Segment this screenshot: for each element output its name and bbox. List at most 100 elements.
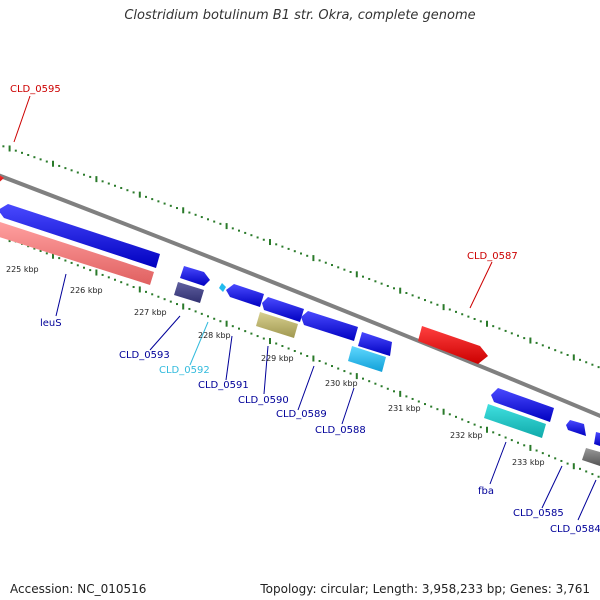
gene-cld-0587[interactable] bbox=[418, 326, 488, 364]
tick-226: 226 kbp bbox=[70, 286, 103, 295]
gc-dot bbox=[312, 255, 315, 262]
gene-cld-0590[interactable] bbox=[256, 312, 298, 338]
gc-dot bbox=[45, 252, 48, 255]
gc-dot bbox=[504, 436, 507, 439]
gc-dot bbox=[238, 229, 240, 232]
gc-dot bbox=[76, 171, 79, 174]
gc-dot bbox=[8, 145, 11, 152]
topology-text: Topology: circular; Length: 3,958,233 bp… bbox=[260, 582, 590, 596]
gc-dot bbox=[176, 303, 178, 306]
tick-233: 233 kbp bbox=[512, 458, 545, 467]
gc-dot bbox=[572, 354, 575, 361]
gc-dot bbox=[275, 243, 278, 246]
gc-dot bbox=[262, 337, 265, 340]
gc-dot bbox=[225, 223, 228, 230]
gene-cld-0593[interactable] bbox=[174, 282, 204, 303]
gc-dot bbox=[120, 186, 123, 189]
gc-dot bbox=[14, 149, 17, 152]
label-cld-0585[interactable]: CLD_0585 bbox=[513, 508, 564, 519]
gc-dot bbox=[163, 202, 166, 205]
gc-dot bbox=[355, 373, 358, 380]
gc-dot bbox=[510, 439, 513, 442]
gc-dot bbox=[269, 338, 271, 345]
gc-dot bbox=[405, 292, 408, 295]
gene-cld-0588[interactable] bbox=[348, 346, 386, 372]
gc-dot bbox=[430, 405, 433, 408]
gc-dot bbox=[529, 337, 532, 344]
gc-dot bbox=[498, 433, 501, 436]
gc-track bbox=[2, 145, 600, 478]
label-cld-0592[interactable]: CLD_0592 bbox=[159, 365, 210, 376]
gc-dot bbox=[343, 370, 346, 373]
gc-dot bbox=[231, 325, 234, 328]
gc-dot bbox=[411, 397, 414, 400]
gc-dot bbox=[548, 454, 550, 457]
gc-dot bbox=[417, 296, 420, 299]
gene-cld-0592[interactable] bbox=[219, 283, 226, 292]
gc-dot bbox=[58, 164, 61, 167]
gc-dot bbox=[380, 282, 383, 285]
gc-dot bbox=[256, 335, 259, 338]
gc-dot bbox=[597, 475, 600, 478]
gc-dot bbox=[442, 408, 445, 415]
gc-dot bbox=[523, 337, 526, 340]
gc-dot bbox=[355, 271, 358, 278]
label-cld-0589[interactable]: CLD_0589 bbox=[276, 409, 327, 420]
gene-fba[interactable] bbox=[484, 404, 546, 438]
label-cld-0584[interactable]: CLD_0584 bbox=[550, 524, 600, 535]
gc-dot bbox=[256, 236, 259, 239]
gc-dot bbox=[89, 175, 92, 178]
gc-dot bbox=[473, 317, 476, 320]
label-leus[interactable]: leuS bbox=[40, 318, 62, 329]
gene-cld-0584b[interactable] bbox=[594, 432, 600, 446]
gene-cld-0584[interactable] bbox=[582, 448, 600, 466]
gc-dot bbox=[244, 231, 247, 234]
gc-dot bbox=[213, 220, 216, 223]
gc-dot bbox=[579, 358, 581, 361]
gene-cld-0594[interactable] bbox=[180, 266, 210, 286]
accession-text: Accession: NC_010516 bbox=[10, 582, 147, 596]
label-cld-0593[interactable]: CLD_0593 bbox=[119, 350, 170, 361]
gene-cld-0591b[interactable] bbox=[262, 297, 304, 322]
gc-dot bbox=[591, 473, 594, 476]
gc-dot bbox=[535, 449, 538, 452]
gc-dot bbox=[52, 160, 54, 167]
gc-dot bbox=[33, 156, 36, 159]
gc-dot bbox=[132, 191, 135, 194]
label-cld-0587[interactable]: CLD_0587 bbox=[467, 251, 518, 262]
gc-dot bbox=[151, 293, 154, 296]
tick-229: 229 kbp bbox=[261, 354, 294, 363]
gc-dot bbox=[21, 151, 23, 154]
gc-dot bbox=[386, 387, 389, 390]
gc-dot bbox=[362, 377, 364, 380]
label-cld-0590[interactable]: CLD_0590 bbox=[238, 395, 289, 406]
gc-dot bbox=[306, 254, 309, 257]
gene-cld-0588b[interactable] bbox=[358, 332, 392, 356]
gc-dot bbox=[436, 303, 439, 306]
gene-cld-0589[interactable] bbox=[301, 311, 358, 341]
gene-leus[interactable] bbox=[0, 204, 160, 268]
gc-dot bbox=[566, 353, 569, 356]
gc-dot bbox=[492, 431, 495, 434]
gene-cld-0591[interactable] bbox=[226, 284, 264, 307]
gene-cld-0586[interactable] bbox=[491, 388, 554, 422]
gene-cld-0585[interactable] bbox=[566, 420, 586, 436]
gc-dot bbox=[182, 207, 185, 214]
gc-dot bbox=[585, 361, 588, 364]
label-cld-0588[interactable]: CLD_0588 bbox=[315, 425, 366, 436]
gc-dot bbox=[510, 332, 513, 335]
gc-dot bbox=[393, 287, 395, 290]
gc-dot bbox=[517, 441, 519, 444]
gc-dot bbox=[436, 408, 439, 411]
label-cld-0595[interactable]: CLD_0595 bbox=[10, 84, 61, 95]
gc-dot bbox=[479, 320, 482, 323]
gc-dot bbox=[213, 317, 216, 320]
label-fba[interactable]: fba bbox=[478, 486, 494, 497]
gene-cld-0595[interactable] bbox=[0, 172, 4, 186]
gc-dot bbox=[572, 463, 575, 470]
gene-rrna[interactable] bbox=[0, 222, 154, 285]
gc-dot bbox=[101, 180, 104, 183]
gc-dot bbox=[2, 145, 5, 148]
gc-dot bbox=[70, 169, 73, 172]
label-cld-0591[interactable]: CLD_0591 bbox=[198, 380, 249, 391]
